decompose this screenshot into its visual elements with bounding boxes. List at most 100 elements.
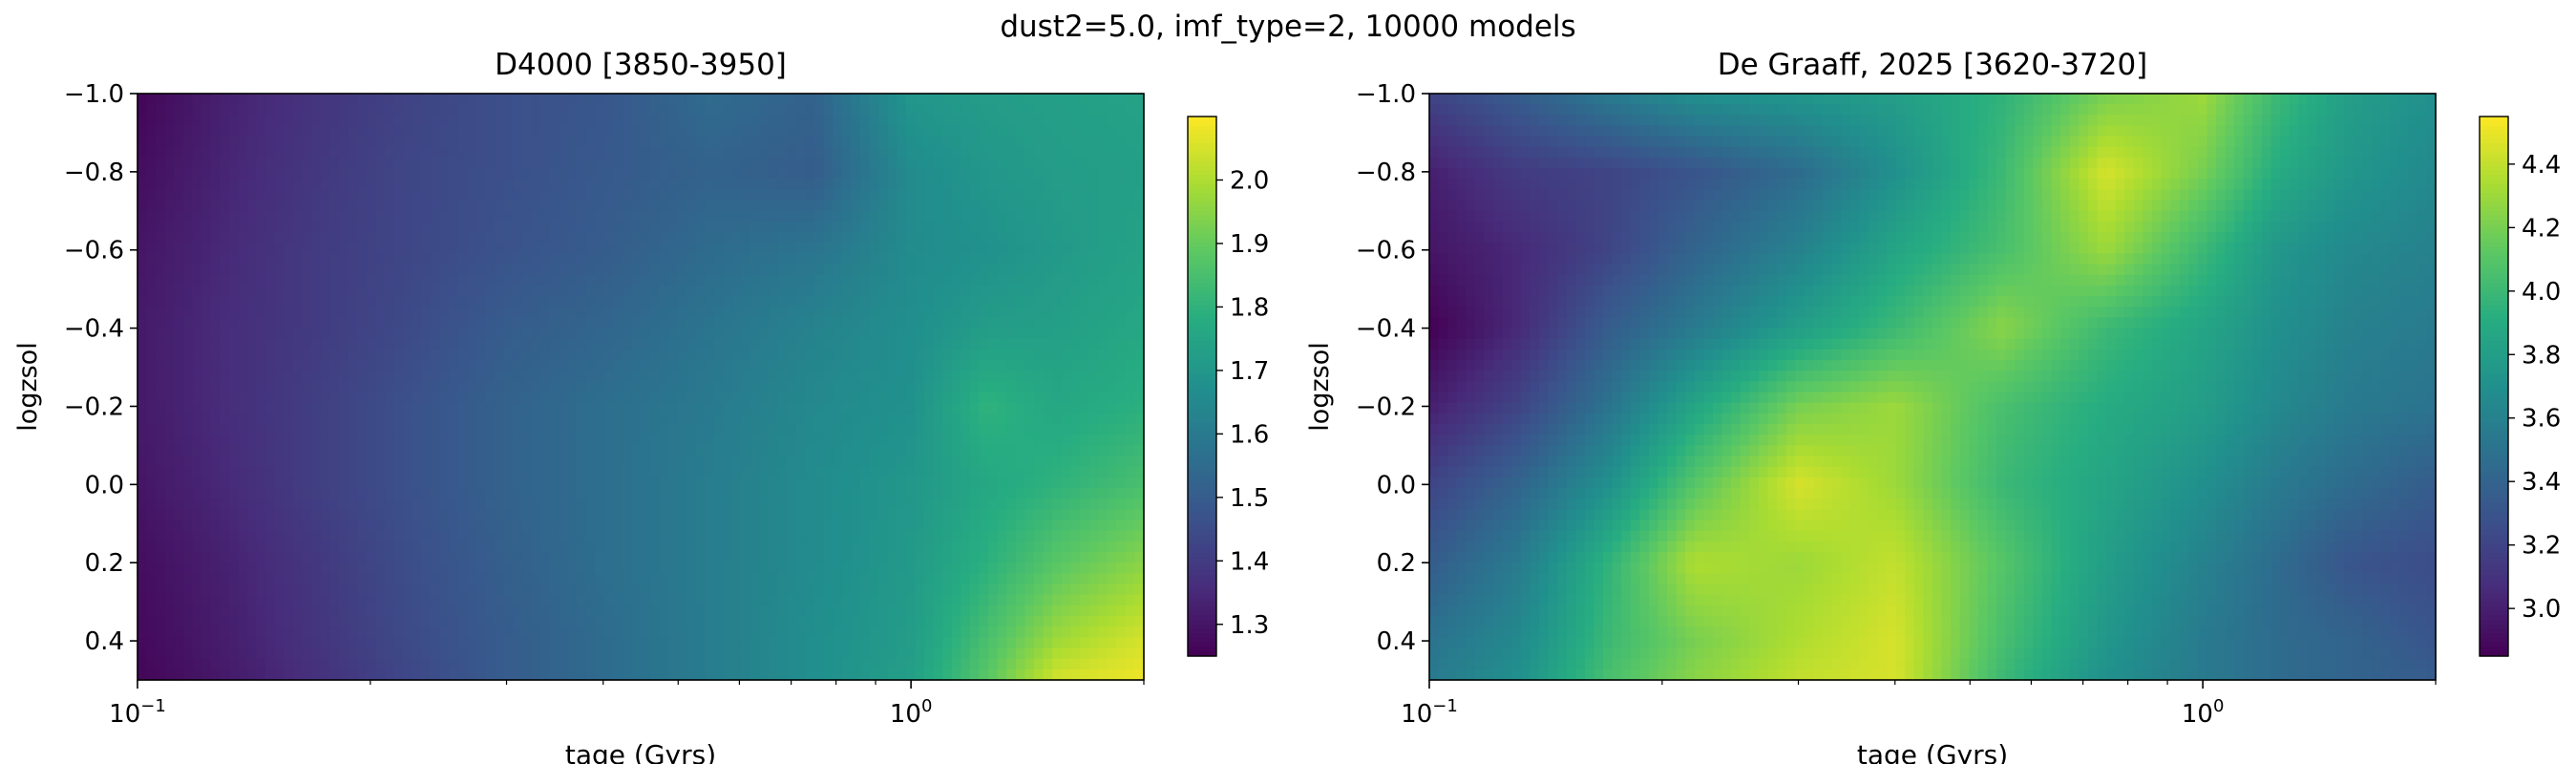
heatmap-cell: [613, 168, 623, 180]
heatmap-cell: [1006, 371, 1017, 383]
heatmap-cell: [567, 360, 578, 371]
heatmap-cell: [887, 253, 897, 265]
heatmap-cell: [622, 552, 633, 563]
heatmap-cell: [274, 328, 285, 340]
heatmap-cell: [777, 317, 788, 329]
heatmap-cell: [933, 456, 943, 468]
heatmap-cell: [512, 541, 523, 553]
heatmap-cell: [585, 210, 596, 223]
heatmap-cell: [814, 530, 825, 542]
heatmap-cell: [210, 253, 221, 265]
heatmap-cell: [915, 552, 925, 563]
heatmap-cell: [915, 499, 925, 510]
heatmap-cell: [759, 562, 770, 574]
heatmap-cell: [851, 360, 861, 371]
heatmap-cell: [457, 435, 468, 446]
heatmap-cell: [430, 338, 440, 350]
heatmap-cell: [1061, 445, 1071, 457]
heatmap-cell: [1134, 477, 1145, 489]
heatmap-cell: [695, 285, 706, 297]
heatmap-cell: [174, 360, 184, 371]
heatmap-cell: [878, 104, 889, 116]
heatmap-cell: [320, 445, 330, 457]
heatmap-cell: [549, 243, 560, 255]
heatmap-cell: [1052, 392, 1063, 404]
heatmap-cell: [613, 360, 623, 371]
heatmap-cell: [979, 435, 989, 446]
heatmap-cell: [988, 371, 999, 383]
heatmap-cell: [274, 520, 285, 532]
heatmap-cell: [787, 413, 797, 425]
heatmap-cell: [366, 285, 376, 297]
heatmap-cell: [521, 488, 532, 499]
heatmap-cell: [649, 274, 660, 286]
heatmap-cell: [503, 445, 514, 457]
heatmap-cell: [539, 338, 550, 350]
heatmap-cell: [1015, 338, 1026, 350]
heatmap-cell: [641, 317, 651, 329]
heatmap-cell: [887, 435, 897, 446]
heatmap-cell: [457, 328, 468, 340]
heatmap-cell: [677, 552, 687, 563]
heatmap-cell: [905, 243, 917, 255]
heatmap-cell: [997, 317, 1007, 329]
heatmap-cell: [475, 307, 486, 319]
heatmap-cell: [466, 210, 477, 223]
heatmap-cell: [210, 285, 221, 297]
heatmap-cell: [649, 541, 660, 553]
heatmap-cell: [174, 253, 184, 265]
heatmap-cell: [924, 125, 935, 138]
heatmap-cell: [915, 296, 925, 308]
heatmap-cell: [1024, 221, 1035, 233]
heatmap-cell: [631, 381, 642, 393]
heatmap-cell: [969, 456, 981, 468]
heatmap-cell: [897, 221, 907, 233]
heatmap-cell: [1107, 466, 1117, 478]
heatmap-cell: [238, 94, 248, 105]
heatmap-cell: [887, 200, 897, 212]
heatmap-cell: [603, 360, 614, 371]
heatmap-cell: [412, 221, 422, 233]
heatmap-cell: [164, 488, 175, 499]
heatmap-cell: [979, 402, 989, 414]
heatmap-cell: [741, 424, 751, 435]
heatmap-cell: [603, 285, 614, 297]
heatmap-cell: [539, 179, 550, 191]
heatmap-cell: [750, 477, 761, 489]
heatmap-cell: [851, 146, 861, 159]
heatmap-cell: [777, 456, 788, 468]
heatmap-cell: [723, 168, 733, 180]
heatmap-cell: [201, 253, 212, 265]
heatmap-cell: [905, 477, 917, 489]
heatmap-cell: [457, 371, 468, 383]
heatmap-cell: [182, 509, 194, 521]
heatmap-cell: [1107, 413, 1117, 425]
heatmap-cell: [393, 349, 404, 361]
heatmap-cell: [182, 307, 194, 319]
heatmap-cell: [869, 221, 879, 233]
heatmap-cell: [512, 562, 523, 574]
heatmap-cell: [448, 392, 458, 404]
heatmap-cell: [402, 392, 413, 404]
heatmap-cell: [494, 157, 504, 169]
heatmap-cell: [1098, 552, 1109, 563]
heatmap-cell: [887, 456, 897, 468]
heatmap-cell: [228, 307, 239, 319]
heatmap-cell: [777, 232, 788, 244]
heatmap-cell: [878, 264, 889, 276]
heatmap-cell: [412, 562, 422, 574]
heatmap-cell: [549, 402, 560, 414]
heatmap-cell: [311, 136, 322, 148]
heatmap-cell: [603, 253, 614, 265]
heatmap-cell: [311, 392, 322, 404]
heatmap-cell: [924, 243, 935, 255]
heatmap-cell: [201, 157, 212, 169]
heatmap-cell: [448, 466, 458, 478]
heatmap-cell: [284, 94, 294, 105]
heatmap-cell: [731, 317, 742, 329]
heatmap-cell: [1043, 541, 1053, 553]
heatmap-cell: [823, 424, 834, 435]
heatmap-cell: [841, 552, 852, 563]
heatmap-cell: [164, 210, 175, 223]
heatmap-cell: [667, 264, 678, 276]
